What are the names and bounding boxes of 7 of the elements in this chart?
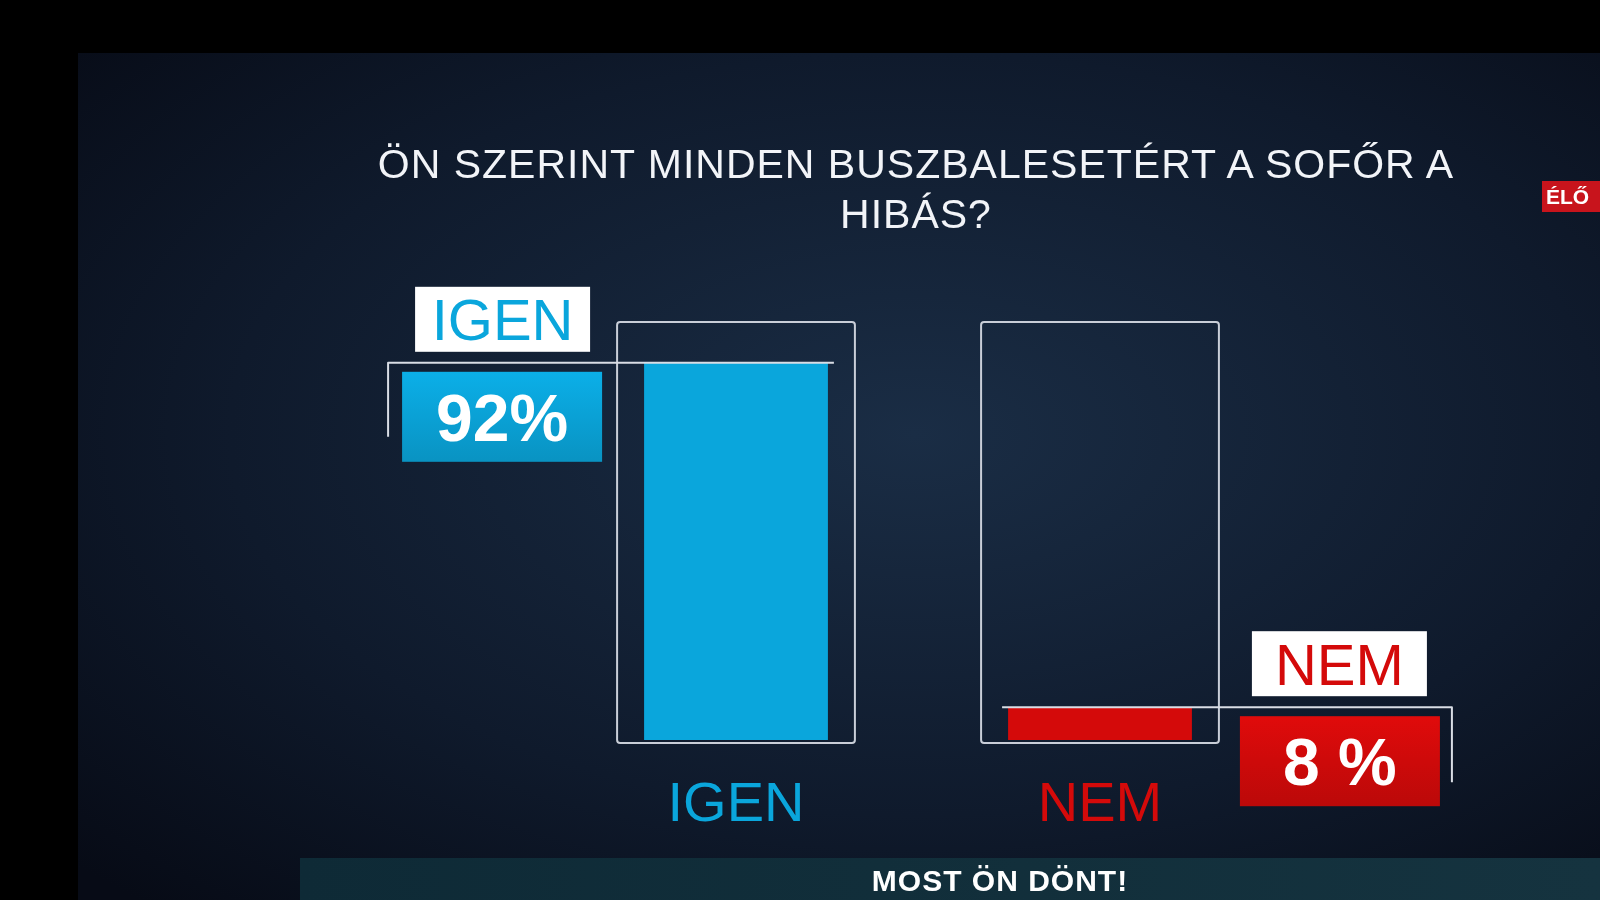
data-label: 92% <box>436 380 569 455</box>
category-label: NEM <box>1274 631 1404 697</box>
text: MOST ÖN DÖNT! <box>871 864 1129 897</box>
text: ÉLŐ <box>1546 185 1590 208</box>
chart-title: ÖN SZERINT MINDEN BUSZBALESETÉRT A SOFŐR A HIBÁS? <box>377 141 1455 237</box>
data-label: 8 % <box>1283 725 1397 800</box>
category-label: IGEN <box>431 287 574 353</box>
